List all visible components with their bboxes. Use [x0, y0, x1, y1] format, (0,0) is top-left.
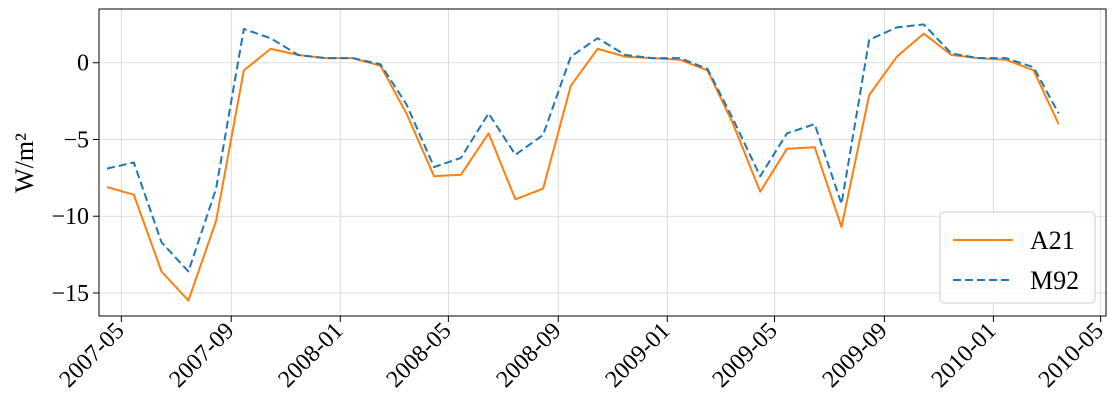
y-axis-label: W/m²: [10, 133, 39, 193]
y-axis-ticks: 0 −5 −10 −15: [51, 51, 99, 307]
x-tick-label: 2008-01: [274, 318, 349, 393]
y-tick-label: −15: [51, 281, 89, 307]
x-tick-label: 2009-01: [601, 318, 676, 393]
legend: A21 M92: [939, 211, 1096, 304]
plot-frame: [98, 8, 1107, 317]
y-tick-label: −5: [63, 127, 89, 153]
series-line-m92: [106, 23, 1060, 273]
x-tick-label: 2008-09: [492, 318, 567, 393]
y-tick-label: −10: [51, 204, 89, 230]
x-tick-label: 2009-09: [818, 318, 893, 393]
x-axis-ticks: 2007-05 2007-09 2008-01 2008-05 2008-09 2009-…: [55, 316, 1109, 393]
x-tick-label: 2010-05: [1034, 318, 1109, 393]
x-tick-label: 2007-09: [165, 318, 240, 393]
y-tick-label: 0: [77, 51, 89, 77]
legend-label-m92: M92: [1030, 266, 1079, 295]
grid: [99, 9, 1106, 316]
series-line-a21: [106, 32, 1060, 302]
x-tick-label: 2010-01: [927, 318, 1002, 393]
x-tick-label: 2007-05: [55, 318, 130, 393]
x-tick-label: 2008-05: [382, 318, 457, 393]
x-tick-label: 2009-05: [708, 318, 783, 393]
series-lines: [106, 23, 1060, 302]
legend-label-a21: A21: [1030, 226, 1075, 255]
